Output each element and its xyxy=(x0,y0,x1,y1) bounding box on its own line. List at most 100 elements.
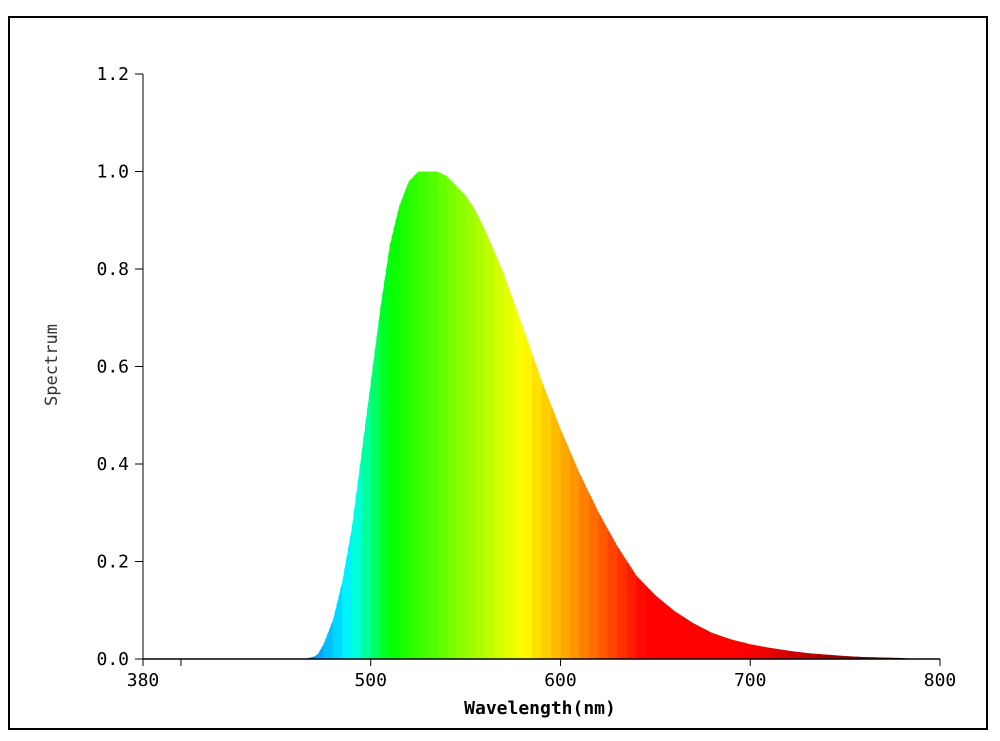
spectrum-band xyxy=(469,201,472,659)
spectrum-band xyxy=(714,633,717,659)
x-tick-label: 800 xyxy=(924,670,957,691)
spectrum-band xyxy=(365,410,368,659)
spectrum-band xyxy=(786,650,789,659)
spectrum-band xyxy=(839,655,842,659)
x-tick-label: 500 xyxy=(354,670,387,691)
spectrum-band xyxy=(791,651,795,659)
spectrum-band xyxy=(471,204,474,659)
spectrum-band xyxy=(774,648,778,659)
spectrum-band xyxy=(490,243,493,659)
spectrum-band xyxy=(761,646,765,659)
spectrum-band xyxy=(754,645,757,659)
spectrum-band xyxy=(562,434,565,659)
spectrum-band xyxy=(507,284,510,659)
spectrum-band xyxy=(742,642,746,659)
spectrum-band xyxy=(573,460,577,659)
spectrum-band xyxy=(604,522,607,659)
spectrum-band xyxy=(600,516,603,659)
spectrum-band xyxy=(482,226,486,659)
spectrum-band xyxy=(585,485,588,659)
spectrum-band xyxy=(539,375,543,659)
spectrum-band xyxy=(587,489,590,659)
spectrum-band xyxy=(672,609,675,659)
y-tick-label: 0.2 xyxy=(96,552,129,573)
spectrum-band xyxy=(319,647,322,659)
spectrum-band xyxy=(568,447,571,659)
spectrum-band xyxy=(795,651,799,659)
spectrum-band xyxy=(315,654,319,659)
spectrum-band xyxy=(829,654,833,659)
spectrum-band xyxy=(678,613,681,659)
spectrum-band xyxy=(366,395,370,659)
spectrum-band xyxy=(676,612,679,659)
spectrum-band xyxy=(750,644,753,659)
spectrum-band xyxy=(636,576,639,659)
spectrum-band xyxy=(624,558,628,659)
spectrum-band xyxy=(382,282,385,659)
spectrum-band xyxy=(514,306,518,659)
spectrum-band xyxy=(687,619,691,659)
spectrum-band xyxy=(666,604,670,659)
spectrum-band xyxy=(685,618,689,659)
spectrum-band xyxy=(590,497,594,659)
spectrum-band xyxy=(596,508,600,659)
spectrum-band xyxy=(824,654,827,659)
spectrum-band xyxy=(649,589,653,659)
spectrum-band xyxy=(543,386,546,659)
spectrum-band xyxy=(757,645,761,659)
spectrum-band xyxy=(710,632,713,659)
y-tick-label: 0.4 xyxy=(96,454,129,475)
spectrum-band xyxy=(558,425,562,659)
spectrum-band xyxy=(801,652,804,659)
spectrum-band xyxy=(347,538,351,659)
spectrum-band xyxy=(810,653,814,659)
spectrum-band xyxy=(630,567,634,659)
spectrum-band xyxy=(385,257,389,659)
spectrum-band xyxy=(691,622,694,659)
spectrum-band xyxy=(782,649,785,659)
spectrum-band xyxy=(647,587,651,659)
spectrum-band xyxy=(617,546,620,659)
spectrum-band xyxy=(788,650,791,659)
spectrum-band xyxy=(475,210,478,659)
spectrum-band xyxy=(537,370,541,659)
spectrum-band xyxy=(338,588,341,659)
spectrum-band xyxy=(812,653,816,659)
spectrum-band xyxy=(399,200,402,659)
spectrum-band xyxy=(528,343,531,659)
spectrum-band xyxy=(414,173,417,659)
spectrum-band xyxy=(712,633,715,659)
spectrum-band xyxy=(664,603,668,659)
spectrum-band xyxy=(588,493,592,659)
spectrum-band xyxy=(321,644,324,659)
spectrum-band xyxy=(497,260,501,659)
spectrum-band xyxy=(640,580,643,659)
spectrum-band xyxy=(402,191,406,659)
spectrum-band xyxy=(336,596,340,659)
spectrum-band xyxy=(763,646,767,659)
spectrum-band xyxy=(437,171,440,659)
spectrum-band xyxy=(387,244,391,659)
spectrum-band xyxy=(427,171,431,659)
spectrum-band xyxy=(431,171,434,659)
spectrum-band xyxy=(492,247,495,660)
x-tick-label: 380 xyxy=(127,670,160,691)
spectrum-band xyxy=(628,564,632,659)
spectrum-band xyxy=(511,295,514,659)
spectrum-band xyxy=(456,186,459,659)
spectrum-band xyxy=(778,649,782,659)
spectrum-band xyxy=(706,630,710,659)
spectrum-band xyxy=(619,549,622,659)
spectrum-band xyxy=(826,654,829,659)
spectrum-band xyxy=(518,316,522,659)
spectrum-band xyxy=(814,653,818,659)
spectrum-band xyxy=(395,213,398,660)
spectrum-band xyxy=(776,648,780,659)
spectrum-band xyxy=(452,182,455,659)
spectrum-band xyxy=(662,601,666,659)
spectrum-band xyxy=(746,643,749,659)
spectrum-band xyxy=(822,654,825,659)
spectrum-band xyxy=(368,381,372,659)
spectrum-band xyxy=(744,642,748,659)
spectrum-band xyxy=(598,512,601,659)
